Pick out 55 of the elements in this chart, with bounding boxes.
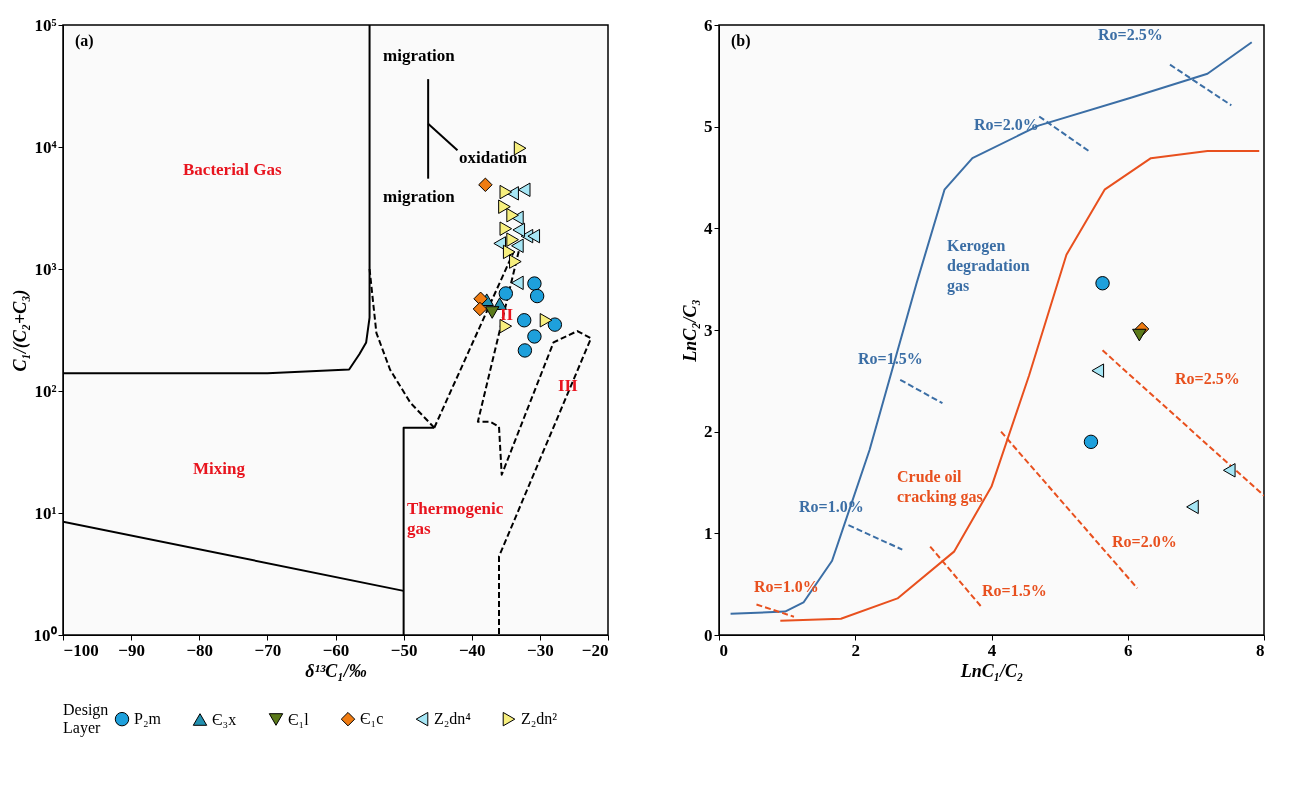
y-tick-label: 4 — [704, 218, 713, 238]
x-axis-title: LnC₁/C₂ — [959, 660, 1024, 681]
annotation: Mixing — [193, 459, 246, 478]
chart-title: (b) — [731, 32, 751, 50]
annotation: Thermogenic gas — [407, 499, 504, 538]
series-label: Ro=2.0% — [1112, 533, 1177, 550]
x-tick-label: −100 — [63, 640, 99, 660]
x-tick-label: −30 — [527, 640, 554, 660]
series-label: Crude oil cracking gas — [897, 468, 983, 506]
series-label: Ro=2.5% — [1098, 26, 1163, 43]
x-tick-label: −90 — [118, 640, 145, 660]
chart-title: (a) — [75, 32, 94, 50]
annotation: II — [500, 305, 514, 324]
legend-label: Z₂dn² — [521, 710, 558, 728]
y-tick-label: 2 — [704, 422, 713, 442]
annotation: oxidation — [459, 148, 528, 167]
annotation: Bacterial Gas — [183, 160, 283, 179]
legend-title: Design Layer — [63, 701, 109, 737]
y-tick-label: 10⁰ — [33, 625, 57, 645]
annotation: migration — [383, 187, 456, 206]
y-tick-label: 10¹ — [34, 503, 57, 523]
legend-label: Є₁l — [288, 710, 310, 728]
x-tick-label: −20 — [581, 640, 609, 660]
y-tick-label: 10⁴ — [34, 137, 57, 157]
x-tick-label: −80 — [186, 640, 214, 660]
y-tick-label: 6 — [704, 15, 713, 35]
y-tick-label: 5 — [704, 117, 713, 137]
x-tick-label: 0 — [719, 640, 728, 660]
x-tick-label: 4 — [987, 640, 997, 660]
x-tick-label: −50 — [390, 640, 418, 660]
series-label: Kerogen degradation gas — [947, 237, 1030, 295]
series-label: Ro=1.5% — [982, 582, 1047, 599]
legend-label: P₂m — [134, 710, 162, 728]
series-label: Ro=2.0% — [974, 116, 1039, 133]
x-tick-label: 6 — [1124, 640, 1133, 660]
x-tick-label: −60 — [322, 640, 350, 660]
y-tick-label: 10³ — [34, 259, 57, 279]
y-tick-label: 0 — [704, 625, 713, 645]
y-axis-title: LnC₂/C₃ — [680, 299, 700, 363]
y-tick-label: 3 — [704, 320, 713, 340]
annotation: migration — [383, 46, 456, 65]
annotation: III — [558, 376, 579, 395]
x-tick-label: 8 — [1256, 640, 1265, 660]
x-tick-label: −40 — [458, 640, 486, 660]
y-tick-label: 10⁵ — [34, 15, 57, 35]
x-tick-label: 2 — [851, 640, 860, 660]
y-tick-label: 10² — [34, 381, 57, 401]
legend-label: Z₂dn⁴ — [434, 710, 472, 728]
series-label: Ro=2.5% — [1175, 370, 1240, 387]
x-tick-label: −70 — [254, 640, 282, 660]
legend-label: Є₃x — [212, 710, 237, 728]
y-axis-title: C₁/(C₂+C₃) — [9, 289, 31, 372]
x-axis-title: δ¹³C₁/‰ — [305, 660, 367, 681]
legend-label: Є₁c — [360, 710, 384, 728]
y-tick-label: 1 — [704, 523, 713, 543]
